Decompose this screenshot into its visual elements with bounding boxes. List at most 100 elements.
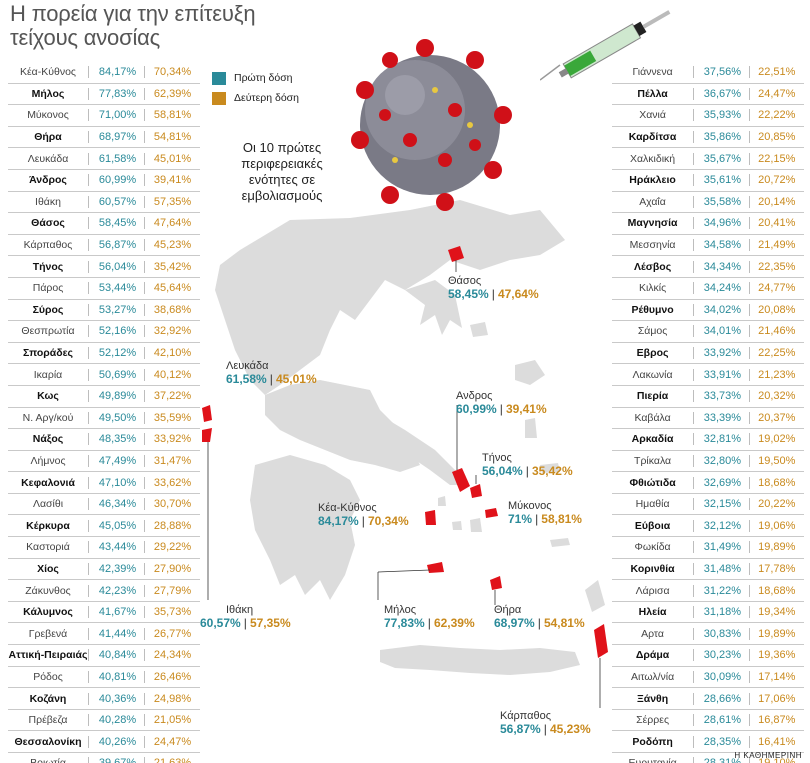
second-dose-value: 21,46% [748, 325, 804, 338]
label-milos: Μήλος 77,83% | 62,39% [384, 604, 475, 630]
first-dose-value: 46,34% [88, 498, 144, 511]
first-dose-value: 28,35% [693, 735, 748, 748]
table-row: Θάσος 58,45% 47,64% [8, 213, 200, 235]
region-name: Φθιώτιδα [629, 476, 676, 489]
label-ithaki-first: 60,57% [200, 616, 241, 630]
table-row: Κάλυμνος 41,67% 35,73% [8, 602, 200, 624]
first-dose-value: 35,67% [693, 152, 748, 165]
first-dose-value: 68,97% [88, 131, 144, 144]
first-dose-value: 33,92% [693, 347, 748, 360]
region-name: Αττική-Πειραιάς [8, 649, 88, 662]
table-row: Τρίκαλα 32,80% 19,50% [612, 451, 804, 473]
thira-highlight [490, 576, 502, 590]
label-karpathos-first: 56,87% [500, 722, 541, 736]
label-ithaki: Ιθάκη 60,57% | 57,35% [200, 604, 291, 630]
coronavirus-illustration [335, 30, 525, 220]
mykonos-highlight [485, 508, 498, 518]
region-name: Χανιά [639, 109, 666, 122]
table-row: Ρόδος 40,81% 26,46% [8, 667, 200, 689]
region-name: Θήρα [34, 131, 62, 144]
table-row: Αρτα 30,83% 19,89% [612, 623, 804, 646]
title-line-2: τείχους ανοσίας [10, 25, 161, 50]
second-dose-value: 31,47% [144, 454, 200, 467]
region-name: Μεσσηνία [629, 239, 676, 252]
second-dose-value: 27,90% [144, 562, 200, 575]
first-dose-value: 41,44% [88, 627, 144, 640]
label-karpathos: Κάρπαθος 56,87% | 45,23% [500, 710, 591, 736]
region-name: Ιθάκη [35, 195, 61, 208]
table-row: Θεσσαλονίκη 40,26% 24,47% [8, 731, 200, 753]
second-dose-value: 20,22% [748, 498, 804, 511]
first-dose-value: 53,27% [88, 303, 144, 316]
region-name: Ηράκλειο [629, 174, 676, 187]
second-dose-value: 37,22% [144, 390, 200, 403]
table-row: Ν. Αργ/κού 49,50% 35,59% [8, 408, 200, 430]
table-row: Θήρα 68,97% 54,81% [8, 127, 200, 149]
first-dose-value: 31,48% [693, 562, 748, 575]
first-dose-value: 58,45% [88, 217, 144, 230]
region-name: Βοιωτία [8, 757, 88, 763]
region-name: Τρίκαλα [634, 454, 672, 467]
first-dose-value: 40,28% [88, 714, 144, 727]
label-mykonos: Μύκονος 71% | 58,81% [508, 500, 582, 526]
region-name: Καβάλα [634, 411, 671, 424]
region-name: Χαλκιδική [629, 152, 676, 165]
region-name: Σέρρες [636, 714, 669, 727]
table-row: Κεφαλονιά 47,10% 33,62% [8, 472, 200, 494]
region-name: Κέα-Κύθνος [20, 66, 76, 79]
first-dose-value: 33,39% [693, 411, 748, 424]
table-row: Καρδίτσα 35,86% 20,85% [612, 127, 804, 149]
label-andros-first: 60,99% [456, 402, 497, 416]
second-dose-value: 20,14% [748, 195, 804, 208]
table-row: Μεσσηνία 34,58% 21,49% [612, 235, 804, 257]
table-row: Σέρρες 28,61% 16,87% [612, 710, 804, 732]
table-row: Ιθάκη 60,57% 57,35% [8, 192, 200, 214]
second-dose-value: 39,41% [144, 174, 200, 187]
second-dose-value: 24,98% [144, 692, 200, 705]
region-name: Ρέθυμνο [631, 303, 674, 316]
first-dose-value: 32,69% [693, 476, 748, 489]
second-dose-value: 19,50% [748, 454, 804, 467]
label-thasos-first: 58,45% [448, 287, 489, 301]
first-dose-value: 49,89% [88, 390, 144, 403]
first-dose-value: 28,31% [693, 757, 748, 763]
second-dose-value: 16,41% [748, 735, 804, 748]
region-name: Ημαθία [635, 498, 670, 511]
first-dose-value: 53,44% [88, 282, 144, 295]
label-thasos-second: 47,64% [497, 287, 539, 301]
lesvos-shape [515, 360, 545, 385]
publisher-credit: Η ΚΑΘΗΜΕΡΙΝΗ [734, 751, 802, 760]
second-dose-value: 62,39% [144, 87, 200, 100]
second-dose-value: 27,79% [144, 584, 200, 597]
second-dose-value: 24,47% [144, 735, 200, 748]
label-ithaki-second: 57,35% [249, 616, 291, 630]
table-row: Πάρος 53,44% 45,64% [8, 278, 200, 300]
region-name: Θεσπρωτία [21, 325, 75, 338]
crete-shape [380, 645, 580, 675]
milos-leader [377, 569, 431, 573]
karpathos-highlight [594, 624, 608, 658]
first-dose-value: 42,23% [88, 584, 144, 597]
first-dose-value: 40,26% [88, 735, 144, 748]
first-dose-value: 34,01% [693, 325, 748, 338]
region-name: Αρτα [641, 627, 665, 640]
second-dose-value: 38,68% [144, 303, 200, 316]
table-row: Άνδρος 60,99% 39,41% [8, 170, 200, 192]
second-dose-value: 22,35% [748, 260, 804, 273]
region-name: Μαγνησία [627, 217, 678, 230]
table-row: Τήνος 56,04% 35,42% [8, 256, 200, 278]
first-dose-value: 39,67% [88, 757, 144, 763]
table-row: Λακωνία 33,91% 21,23% [612, 364, 804, 386]
ithaki-highlight [202, 428, 212, 442]
second-dose-value: 19,36% [748, 649, 804, 662]
region-name: Κέρκυρα [26, 519, 70, 532]
second-dose-value: 20,72% [748, 174, 804, 187]
samos-shape [540, 463, 560, 473]
first-dose-value: 50,69% [88, 368, 144, 381]
table-row: Θεσπρωτία 52,16% 32,92% [8, 321, 200, 343]
first-dose-value: 34,96% [693, 217, 748, 230]
first-dose-value: 56,04% [88, 260, 144, 273]
second-dose-value: 20,32% [748, 390, 804, 403]
region-name: Γρεβενά [28, 627, 68, 640]
first-dose-value: 77,83% [88, 87, 144, 100]
